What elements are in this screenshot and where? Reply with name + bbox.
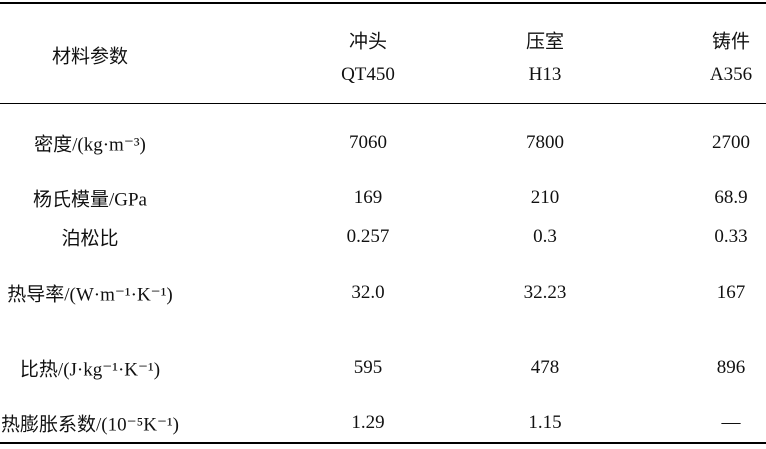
row-label: 密度/(kg·m⁻³) (34, 134, 146, 156)
cell-value: 2700 (712, 132, 750, 153)
cell-value: 210 (530, 187, 560, 208)
cell-value: 7060 (349, 132, 387, 153)
cell-value: 68.9 (714, 187, 748, 208)
header-rule (0, 103, 766, 104)
cell-value: 7800 (526, 132, 564, 153)
cell-value: 167 (716, 282, 746, 303)
cell-value: 595 (353, 357, 383, 378)
row-label: 热膨胀系数/(10⁻⁵K⁻¹) (0, 414, 180, 436)
bottom-rule (0, 442, 766, 444)
cell-value: 32.23 (523, 282, 567, 303)
cell-value: 169 (353, 187, 383, 208)
row-label: 比热/(J·kg⁻¹·K⁻¹) (19, 359, 161, 381)
column-name: 压室 (525, 31, 565, 53)
cell-value: 478 (530, 357, 560, 378)
cell-value: 0.3 (533, 226, 557, 247)
column-grade: QT450 (341, 64, 395, 85)
cell-value: 32.0 (351, 282, 385, 303)
cell-value: 1.29 (351, 412, 385, 433)
column-grade: H13 (528, 64, 562, 85)
row-label: 热导率/(W·m⁻¹·K⁻¹) (7, 284, 173, 306)
cell-value: 1.15 (528, 412, 562, 433)
column-grade: A356 (709, 64, 753, 85)
cell-value: 0.33 (714, 226, 748, 247)
cell-value: — (721, 412, 741, 433)
column-name: 铸件 (711, 31, 751, 53)
cell-value: 896 (716, 357, 746, 378)
cell-value: 0.257 (346, 226, 390, 247)
row-label: 泊松比 (61, 228, 119, 250)
top-rule (0, 2, 766, 4)
row-label: 杨氏模量/GPa (32, 189, 148, 211)
header-label: 材料参数 (51, 46, 129, 68)
column-name: 冲头 (348, 31, 388, 53)
